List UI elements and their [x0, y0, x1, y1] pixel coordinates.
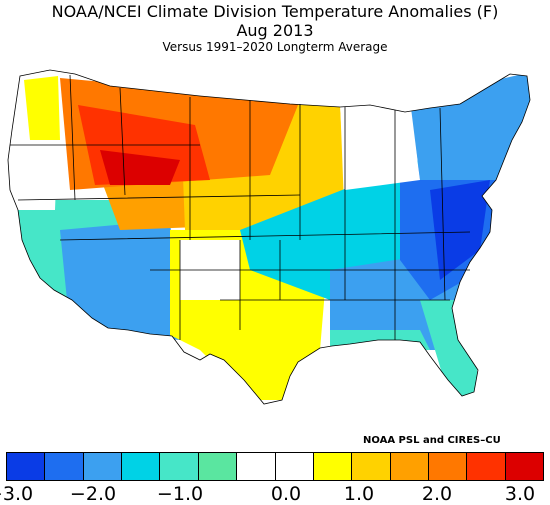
- region-upper-midwest: [340, 105, 420, 190]
- legend-swatch: [122, 453, 161, 480]
- legend-swatch: [505, 453, 544, 480]
- legend-tick: 1.0: [343, 483, 375, 505]
- legend-swatch: [237, 453, 276, 480]
- legend-tick: 3.0: [504, 483, 536, 505]
- legend-swatch: [45, 453, 84, 480]
- legend-swatch: [428, 453, 468, 480]
- us-climate-division-map: [7, 69, 531, 405]
- legend-tick: −2.0: [69, 483, 117, 505]
- region-virginias: [430, 180, 490, 280]
- region-desert-southwest: [60, 220, 180, 340]
- legend-swatch: [390, 453, 429, 480]
- map-title: NOAA/NCEI Climate Division Temperature A…: [51, 2, 499, 21]
- legend-swatch: [275, 453, 314, 480]
- color-legend-bar: [6, 452, 544, 481]
- legend-tick: 2.0: [421, 483, 453, 505]
- state-boundaries: [7, 69, 531, 405]
- map-subtitle: Versus 1991–2020 Longterm Average: [162, 40, 388, 54]
- legend-swatch: [313, 453, 353, 480]
- credit-label: NOAA PSL and CIRES–CU: [363, 435, 501, 446]
- legend-tick: −3.0: [0, 483, 34, 505]
- region-hottest: [100, 150, 180, 185]
- region-wa-interior: [24, 76, 60, 140]
- map-period: Aug 2013: [236, 21, 314, 40]
- legend-swatch: [7, 453, 46, 480]
- legend-tick: 0.0: [270, 483, 302, 505]
- region-gulf-coast: [330, 330, 430, 352]
- legend-swatch: [467, 453, 506, 480]
- legend-swatch: [83, 453, 123, 480]
- legend-tick: −1.0: [156, 483, 204, 505]
- legend-swatch: [198, 453, 238, 480]
- legend-swatch: [352, 453, 391, 480]
- legend-swatch: [160, 453, 199, 480]
